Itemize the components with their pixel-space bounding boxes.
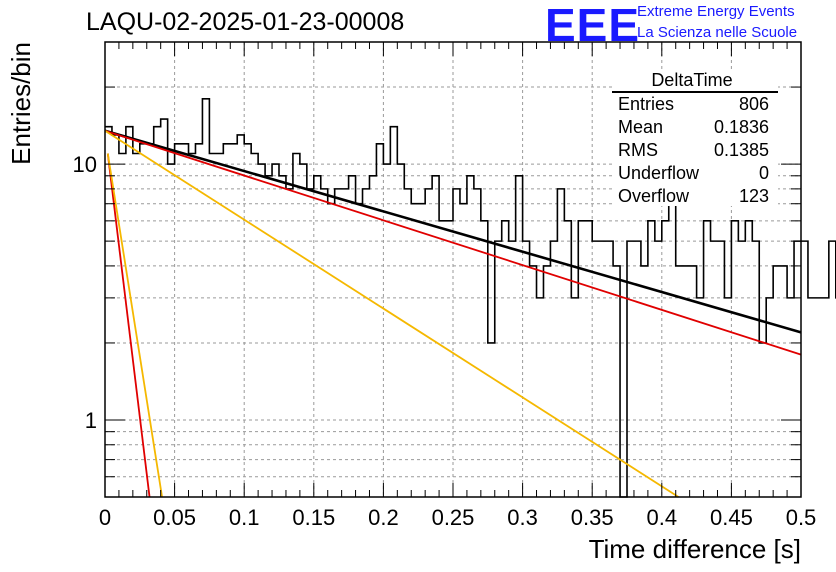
fit-curve-3 [104,129,679,498]
x-tick-label: 0.4 [647,505,678,530]
fit-curves [104,129,802,498]
stats-row-value: 123 [739,186,769,206]
stats-row-label: Mean [618,117,663,137]
x-tick-label: 0.15 [292,505,335,530]
chart-title: LAQU-02-2025-01-23-00008 [86,8,405,36]
stats-row-value: 0.1385 [714,140,769,160]
y-tick-labels: 1 10 [73,152,97,433]
stats-row-label: RMS [618,140,658,160]
y-axis-title: Entries/bin [6,42,36,165]
x-tick-label: 0 [99,505,111,530]
axis-ticks [104,41,802,498]
stats-box-rows: Entries 806 Mean 0.1836 RMS 0.1385 Underflow 0 O… [618,94,769,206]
stats-row-value: 0.1836 [714,117,769,137]
logo-tagline-line2: La Scienza nelle Scuole [637,24,798,41]
fit-curve-5 [106,153,163,498]
stats-box: DeltaTime Entries 806 Mean 0.1836 RMS 0.1385 U… [612,70,778,206]
fit-curve-2 [104,129,802,356]
stats-row-label: Underflow [618,163,700,183]
fit-curve-4 [106,153,151,498]
stats-row-label: Overflow [618,186,690,206]
fit-curve-1 [104,129,802,334]
x-axis-title: Time difference [s] [589,534,801,564]
x-tick-label: 0.2 [368,505,399,530]
x-tick-label: 0.3 [507,505,538,530]
x-tick-label: 0.45 [710,505,753,530]
histogram-series [105,97,836,498]
eee-logo: EEE [545,0,641,51]
x-tick-label: 0.05 [153,505,196,530]
stats-row-value: 806 [739,94,769,114]
x-tick-label: 0.35 [571,505,614,530]
x-tick-label: 0.5 [786,505,817,530]
x-tick-label: 0.1 [229,505,260,530]
y-tick-label: 10 [73,152,97,177]
logo-tagline-line1: Extreme Energy Events [637,3,795,20]
x-tick-label: 0.25 [432,505,475,530]
y-tick-label: 1 [85,408,97,433]
stats-row-label: Entries [618,94,674,114]
histogram-step [105,97,836,498]
stats-box-title: DeltaTime [651,70,732,90]
stats-row-value: 0 [759,163,769,183]
x-tick-labels: 0 0.05 0.1 0.15 0.2 0.25 0.3 0.35 0.4 0.45 0.5 [99,505,816,530]
